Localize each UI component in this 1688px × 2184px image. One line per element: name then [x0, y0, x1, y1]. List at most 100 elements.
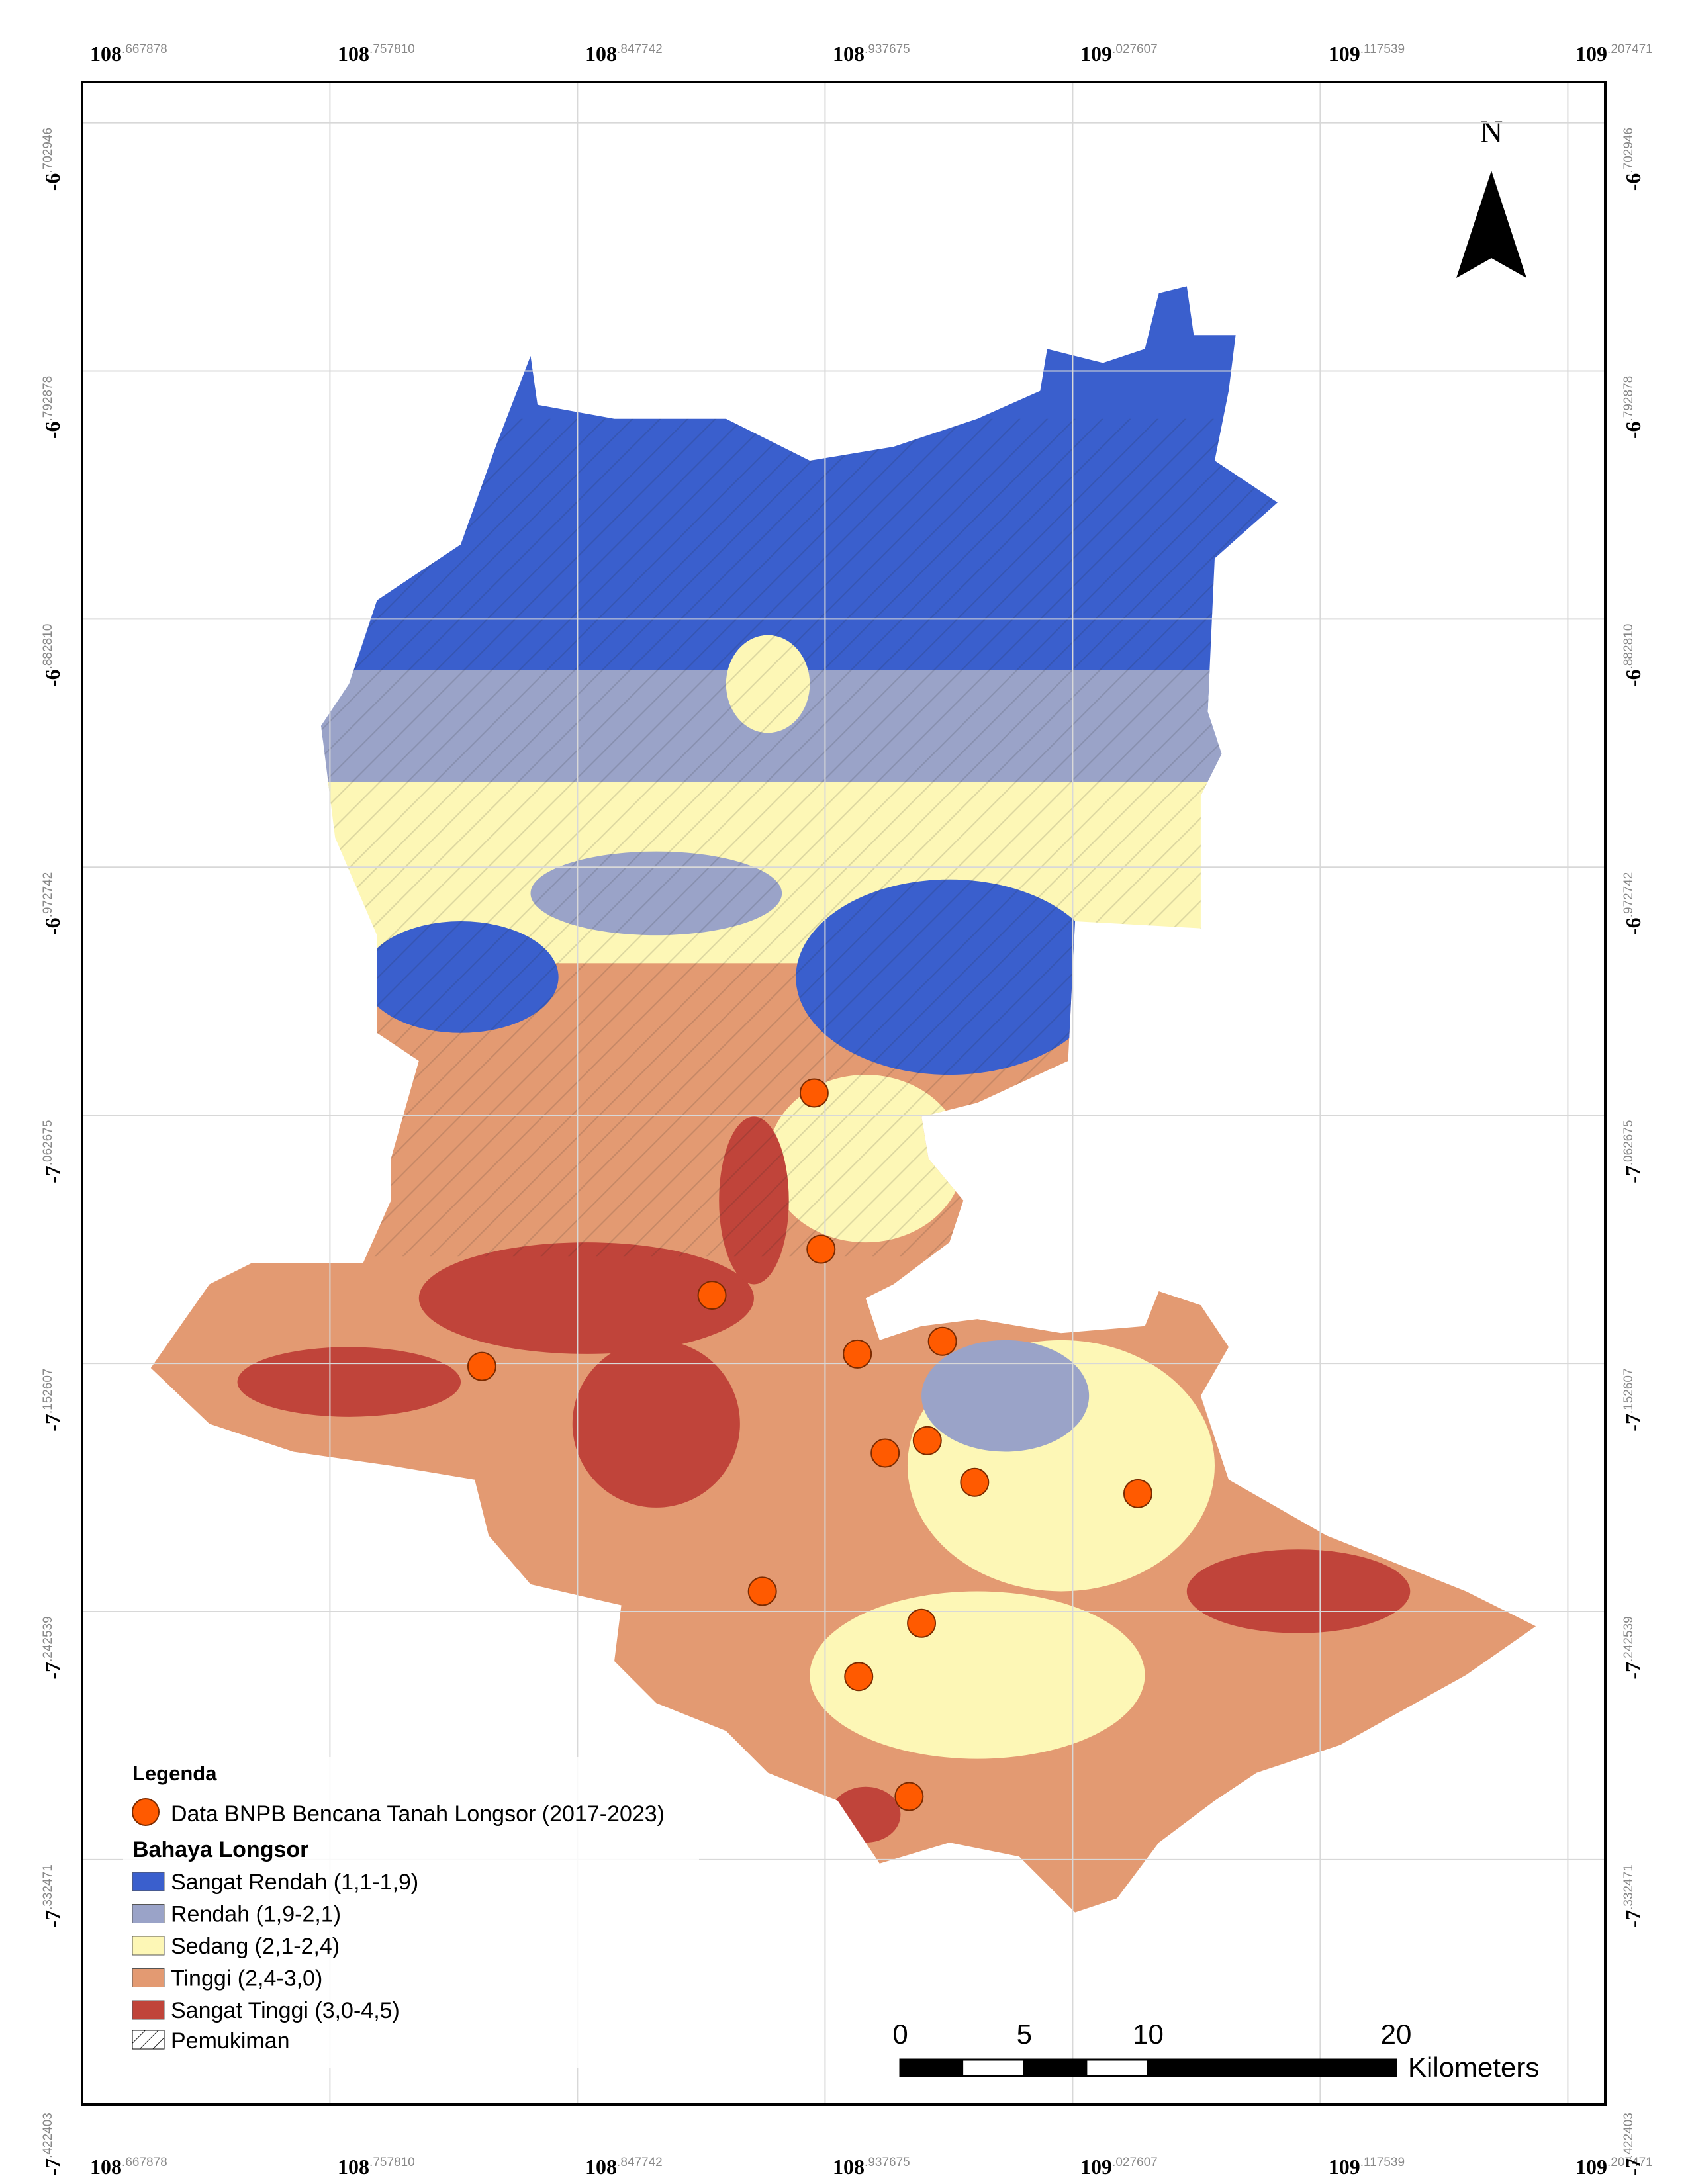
coord-minor: .937675 [865, 42, 910, 56]
coord-label: -6.792878 [40, 376, 64, 439]
coord-label: -7.062675 [40, 1120, 64, 1183]
coord-major: -7 [40, 1414, 64, 1432]
coord-label: -7.152607 [40, 1368, 64, 1431]
scale-segment [1023, 2058, 1088, 2077]
coord-major: -6 [40, 917, 64, 935]
coord-label: -7.152607 [1621, 1368, 1645, 1431]
coord-label: 109.207471 [1575, 2155, 1653, 2179]
legend-point-label: Data BNPB Bencana Tanah Longsor (2017-20… [171, 1801, 665, 1827]
north-arrow: N [1456, 114, 1526, 278]
coord-label: -6.792878 [1621, 376, 1645, 439]
coord-label: 108.757810 [338, 42, 415, 66]
coord-major: 109 [1080, 2155, 1112, 2179]
landslide-point [799, 1078, 829, 1108]
coord-major: -6 [1621, 422, 1645, 439]
coord-major: 108 [90, 2155, 122, 2179]
coord-major: -6 [1621, 173, 1645, 191]
coord-major: -7 [1621, 2158, 1645, 2176]
landslide-point [907, 1608, 937, 1638]
coord-label: -7.242539 [40, 1616, 64, 1679]
coord-minor: .062675 [1622, 1120, 1636, 1166]
coord-minor: .882810 [1622, 624, 1636, 670]
coord-major: 109 [1080, 42, 1112, 66]
coord-major: -7 [1621, 1662, 1645, 1680]
legend-class-label: Sangat Rendah (1,1-1,9) [171, 1870, 418, 1895]
coord-label: 109.117539 [1329, 2155, 1405, 2179]
coord-major: 109 [1575, 2155, 1607, 2179]
coord-minor: .757810 [369, 42, 415, 56]
coord-label: -6.972742 [40, 872, 64, 935]
legend-class-label: Rendah (1,9-2,1) [171, 1902, 341, 1927]
coord-major: 108 [585, 42, 617, 66]
legend-title: Legenda [132, 1762, 217, 1785]
coord-label: -7.332471 [1621, 1864, 1645, 1927]
coord-major: -7 [1621, 1414, 1645, 1432]
coord-major: 109 [1329, 42, 1360, 66]
landslide-point [960, 1467, 990, 1497]
coord-major: 108 [585, 2155, 617, 2179]
coord-minor: .667878 [122, 2156, 167, 2169]
coord-major: 109 [1575, 42, 1607, 66]
legend-class-label: Sangat Tinggi (3,0-4,5) [171, 1998, 400, 2023]
coord-major: 108 [833, 2155, 865, 2179]
coord-major: 108 [833, 42, 865, 66]
coord-minor: .792878 [41, 376, 55, 422]
coord-major: -6 [1621, 917, 1645, 935]
coord-label: 108.847742 [585, 42, 663, 66]
coord-major: -7 [40, 1165, 64, 1183]
coord-major: -6 [40, 669, 64, 687]
coord-minor: .972742 [1622, 872, 1636, 918]
coord-minor: .702946 [41, 128, 55, 173]
coord-minor: .847742 [617, 2156, 663, 2169]
coord-label: 108.937675 [833, 42, 910, 66]
coord-major: -6 [1621, 669, 1645, 687]
coord-label: -6.882810 [1621, 624, 1645, 687]
coord-label: -6.972742 [1621, 872, 1645, 935]
scale-segment [1085, 2058, 1149, 2077]
coord-minor: .027607 [1112, 42, 1158, 56]
landslide-point [894, 1782, 924, 1811]
coord-major: 108 [338, 2155, 369, 2179]
coord-minor: .207471 [1607, 2156, 1653, 2169]
coord-label: 109.027607 [1080, 42, 1158, 66]
legend-settlement: Pemukiman [171, 2028, 290, 2054]
landslide-point [870, 1438, 900, 1468]
north-label: N [1480, 114, 1503, 150]
scale-segment [1147, 2058, 1397, 2077]
coord-minor: .207471 [1607, 42, 1653, 56]
coord-label: -6.702946 [1621, 128, 1645, 191]
coord-minor: .117539 [1360, 42, 1405, 56]
coord-minor: .882810 [41, 624, 55, 670]
coord-minor: .972742 [41, 872, 55, 918]
landslide-point [1123, 1479, 1152, 1508]
coord-label: 108.757810 [338, 2155, 415, 2179]
legend-class-label: Tinggi (2,4-3,0) [171, 1966, 322, 1991]
coord-label: -7.062675 [1621, 1120, 1645, 1183]
coord-major: -6 [40, 422, 64, 439]
coord-minor: .937675 [865, 2156, 910, 2169]
legend-swatch [132, 1872, 165, 1891]
coord-minor: .332471 [1622, 1864, 1636, 1910]
coord-major: 109 [1329, 2155, 1360, 2179]
landslide-point [843, 1339, 872, 1369]
coord-minor: .667878 [122, 42, 167, 56]
landslide-point [844, 1662, 874, 1692]
coord-minor: .757810 [369, 2156, 415, 2169]
scale-unit: Kilometers [1408, 2052, 1539, 2083]
landslide-point [806, 1234, 836, 1264]
coord-minor: .792878 [1622, 376, 1636, 422]
coord-minor: .332471 [41, 1864, 55, 1910]
coord-major: -6 [40, 173, 64, 191]
coord-minor: .117539 [1360, 2156, 1405, 2169]
coord-minor: .152607 [1622, 1368, 1636, 1414]
landslide-point [467, 1351, 496, 1381]
coord-label: 108.667878 [90, 42, 167, 66]
landslide-point [912, 1426, 942, 1455]
legend-class-title: Bahaya Longsor [132, 1837, 308, 1862]
coord-label: -6.702946 [40, 128, 64, 191]
coord-major: -7 [1621, 1165, 1645, 1183]
coord-minor: .702946 [1622, 128, 1636, 173]
legend-swatch [132, 1904, 165, 1923]
coord-label: 109.117539 [1329, 42, 1405, 66]
